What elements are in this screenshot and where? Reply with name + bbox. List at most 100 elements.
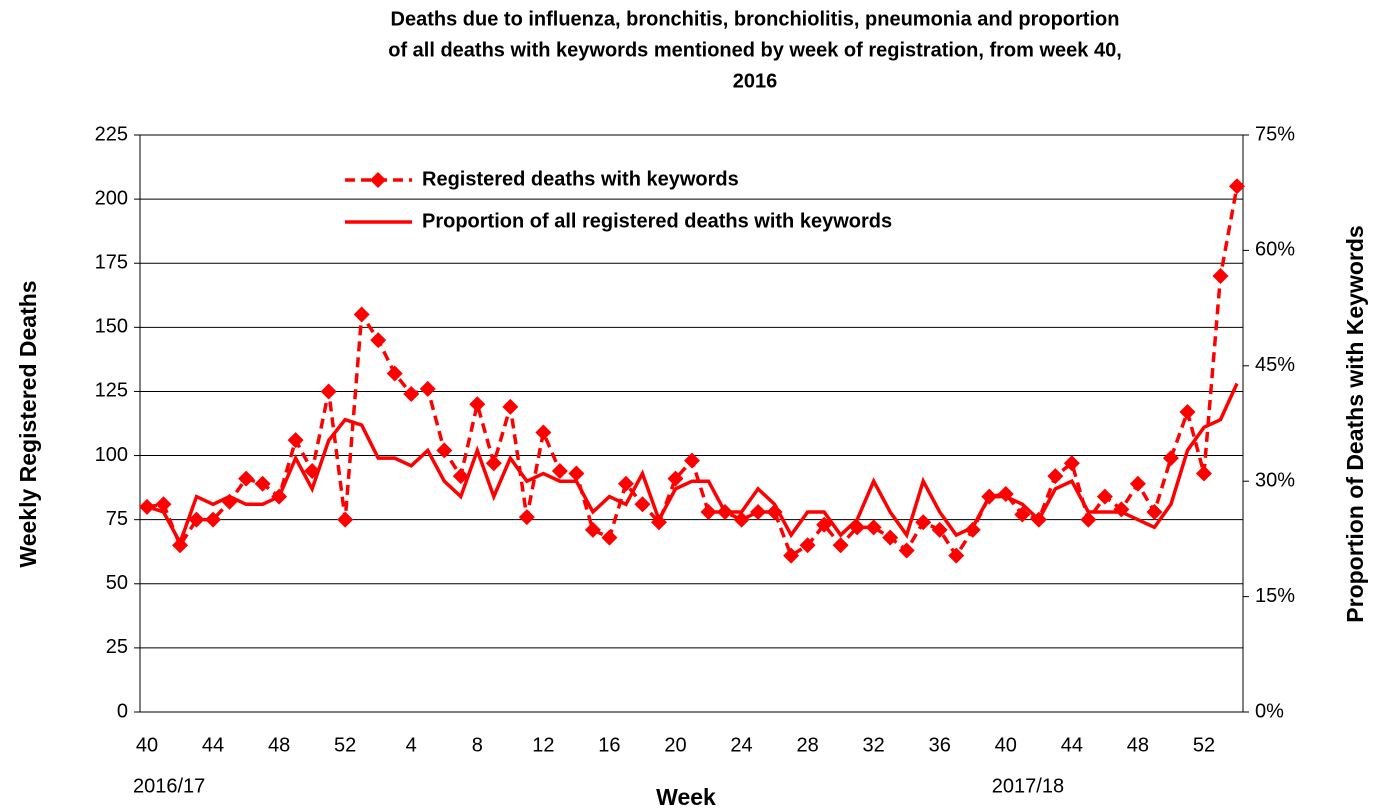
point-marker [1096, 488, 1113, 505]
y2-axis-title: Proportion of Deaths with Keywords [1342, 225, 1368, 622]
point-marker [948, 547, 965, 564]
x-tick-label: 32 [863, 734, 885, 756]
point-marker [799, 537, 816, 554]
point-marker [865, 519, 882, 536]
x-tick-label: 12 [532, 734, 554, 756]
chart-title: 2016 [733, 70, 778, 92]
point-marker [832, 537, 849, 554]
series-line [146, 185, 1239, 559]
y2-tick-label: 75% [1255, 123, 1295, 145]
point-marker [1129, 475, 1146, 492]
y-tick-label: 175 [95, 252, 128, 274]
point-marker [1162, 450, 1179, 467]
point-marker [155, 496, 172, 513]
point-marker [1014, 506, 1031, 523]
point-marker [1146, 503, 1163, 520]
point-marker [617, 475, 634, 492]
x-tick-label: 44 [1061, 734, 1083, 756]
point-marker [1195, 465, 1212, 482]
chart-title: of all deaths with keywords mentioned by… [388, 39, 1122, 61]
chart-title: Deaths due to influenza, bronchitis, bro… [391, 8, 1120, 30]
point-marker [667, 470, 684, 487]
y2-tick-label: 45% [1255, 354, 1295, 376]
x-tick-label: 4 [406, 734, 417, 756]
point-marker [601, 529, 618, 546]
point-marker [1179, 403, 1196, 420]
x-tick-label: 48 [268, 734, 290, 756]
point-marker [1212, 268, 1229, 285]
point-marker [452, 468, 469, 485]
point-marker [469, 396, 486, 413]
y-tick-label: 0 [117, 700, 128, 722]
point-marker [584, 521, 601, 538]
point-marker [964, 521, 981, 538]
y2-tick-label: 60% [1255, 239, 1295, 261]
y-tick-label: 100 [95, 444, 128, 466]
point-marker [1080, 511, 1097, 528]
x-tick-label: 36 [929, 734, 951, 756]
point-marker [502, 398, 519, 415]
point-marker [518, 509, 535, 526]
y2-tick-label: 0% [1255, 700, 1284, 722]
point-marker [766, 503, 783, 520]
point-marker [551, 462, 568, 479]
point-marker [337, 511, 354, 528]
y-tick-label: 225 [95, 123, 128, 145]
point-marker [931, 521, 948, 538]
x-tick-label: 52 [1193, 734, 1215, 756]
point-marker [568, 465, 585, 482]
x-tick-label: 40 [136, 734, 158, 756]
series-line [146, 382, 1239, 548]
point-marker [898, 542, 915, 559]
point-marker [634, 496, 651, 513]
y-tick-label: 50 [106, 572, 128, 594]
x-tick-label: 40 [995, 734, 1017, 756]
point-marker [205, 511, 222, 528]
point-marker [403, 386, 420, 403]
x-axis-title: Week [656, 784, 716, 810]
point-marker [1047, 468, 1064, 485]
point-marker [915, 514, 932, 531]
season-label: 2016/17 [133, 775, 205, 797]
y-tick-label: 200 [95, 187, 128, 209]
point-marker [188, 511, 205, 528]
y-tick-label: 25 [106, 636, 128, 658]
point-marker [254, 475, 271, 492]
x-tick-label: 16 [598, 734, 620, 756]
legend-label: Registered deaths with keywords [422, 168, 739, 190]
legend-label: Proportion of all registered deaths with… [422, 210, 892, 232]
point-marker [386, 365, 403, 382]
point-marker [238, 470, 255, 487]
point-marker [320, 383, 337, 400]
x-tick-label: 8 [472, 734, 483, 756]
point-marker [370, 332, 387, 349]
x-tick-label: 28 [796, 734, 818, 756]
y-tick-label: 125 [95, 380, 128, 402]
point-marker [750, 503, 767, 520]
y2-tick-label: 15% [1255, 585, 1295, 607]
point-marker [485, 455, 502, 472]
point-marker [287, 432, 304, 449]
point-marker [419, 380, 436, 397]
point-marker [535, 424, 552, 441]
point-marker [436, 442, 453, 459]
point-marker [700, 503, 717, 520]
x-tick-label: 44 [202, 734, 224, 756]
season-label: 2017/18 [992, 775, 1064, 797]
y-tick-label: 75 [106, 508, 128, 530]
y2-tick-label: 30% [1255, 469, 1295, 491]
point-marker [1063, 455, 1080, 472]
point-marker [783, 547, 800, 564]
point-marker [353, 306, 370, 323]
point-marker [816, 516, 833, 533]
point-marker [1229, 178, 1245, 195]
point-marker [882, 529, 899, 546]
x-tick-label: 20 [664, 734, 686, 756]
x-tick-label: 48 [1127, 734, 1149, 756]
x-tick-label: 52 [334, 734, 356, 756]
point-marker [684, 452, 700, 469]
y-tick-label: 150 [95, 316, 128, 338]
legend-marker [370, 172, 386, 188]
x-tick-label: 24 [730, 734, 752, 756]
